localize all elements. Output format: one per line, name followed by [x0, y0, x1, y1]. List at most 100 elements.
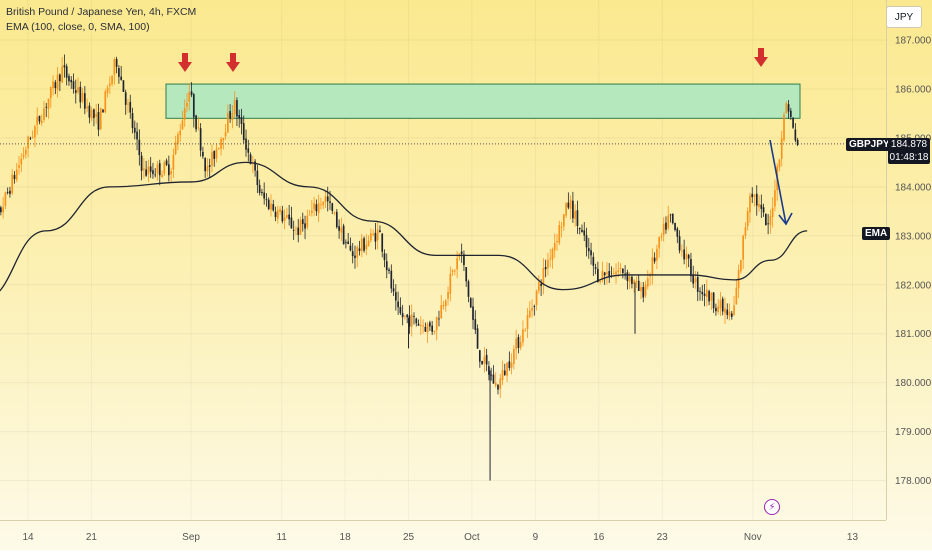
candle-body — [469, 298, 472, 308]
candle-body — [29, 138, 32, 140]
candle-body — [84, 93, 86, 109]
candle-body — [658, 237, 661, 249]
candle-body — [313, 203, 315, 210]
candle-body — [4, 192, 7, 207]
arrow-markers[interactable] — [178, 48, 793, 226]
candle-body — [444, 300, 447, 307]
candle-body — [133, 127, 136, 133]
candle-body — [308, 214, 311, 216]
candle-body — [124, 92, 127, 105]
candle-body — [410, 314, 413, 327]
indicator-legend[interactable]: EMA (100, close, 0, SMA, 100) — [6, 21, 150, 33]
candle-body — [106, 87, 109, 93]
candle-body — [326, 196, 329, 202]
time-tick-label: 14 — [22, 532, 34, 543]
candle-body — [274, 211, 277, 218]
candle-body — [143, 168, 145, 171]
candle-body — [392, 288, 395, 292]
ema-tag: EMA — [862, 227, 891, 240]
candle-body — [422, 325, 424, 327]
candle-body — [783, 114, 785, 141]
candle-body — [787, 104, 790, 112]
down-arrow-marker[interactable] — [182, 53, 188, 62]
candle-body — [690, 259, 692, 277]
candle-body — [152, 170, 154, 175]
candle-body — [197, 126, 200, 128]
candle-body — [660, 236, 663, 238]
candle-body — [99, 108, 102, 129]
candle-body — [192, 94, 195, 118]
candle-body — [612, 273, 615, 275]
candle-body — [113, 59, 116, 75]
down-arrow-marker[interactable] — [230, 53, 236, 62]
candle-body — [565, 203, 567, 216]
time-axis[interactable]: 1421Sep111825Oct91623Nov1320 — [0, 520, 922, 551]
candle-body — [601, 270, 604, 281]
price-chart[interactable] — [0, 0, 886, 520]
candle-body — [227, 112, 229, 133]
candle-body — [454, 270, 456, 272]
down-arrow-marker-head[interactable] — [178, 62, 192, 72]
candle-body — [619, 268, 622, 269]
time-tick-label: 18 — [340, 532, 352, 543]
candle-body — [358, 248, 361, 251]
candle-body — [746, 211, 749, 227]
time-tick-label: 21 — [86, 532, 98, 543]
candle-body — [494, 382, 497, 386]
candle-body — [108, 83, 111, 86]
candle-body — [755, 193, 758, 206]
candle-body — [370, 233, 372, 241]
candle-body — [796, 139, 799, 145]
candle-body — [478, 350, 481, 362]
down-arrow-marker[interactable] — [758, 48, 764, 57]
resistance-zone[interactable] — [165, 83, 801, 119]
down-arrow-marker-head[interactable] — [754, 57, 768, 67]
price-tick-label: 184.000 — [895, 182, 932, 193]
candle-body — [165, 160, 168, 165]
candle-body — [206, 166, 209, 172]
candle-body — [694, 278, 697, 283]
candle-body — [281, 210, 284, 222]
candle-body — [542, 267, 545, 286]
candle-body — [765, 213, 767, 226]
candle-body — [224, 132, 227, 137]
candle-body — [390, 270, 393, 289]
candle-body — [20, 158, 23, 165]
forecast-arrow[interactable] — [769, 139, 787, 225]
candle-body — [415, 318, 418, 324]
candle-body — [170, 171, 172, 175]
candle-body — [195, 115, 197, 130]
candle-body — [49, 86, 52, 99]
candle-body — [283, 217, 286, 221]
price-tick-label: 182.000 — [895, 280, 932, 291]
currency-button[interactable]: JPY — [886, 6, 922, 28]
candle-body — [472, 306, 474, 320]
candle-body — [442, 304, 445, 307]
candle-body — [456, 258, 458, 270]
candle-body — [547, 259, 549, 269]
candle-body — [653, 257, 656, 262]
ema-line — [0, 161, 808, 292]
candle-body — [72, 81, 75, 90]
candle-body — [56, 74, 59, 90]
candle-body — [249, 154, 252, 165]
lightning-icon[interactable]: ⚡ — [764, 499, 780, 515]
candle-body — [104, 91, 107, 113]
candle-body — [651, 257, 654, 275]
candle-body — [174, 142, 177, 155]
candle-body — [560, 226, 563, 228]
time-tick-label: Nov — [744, 532, 762, 543]
candle-body — [501, 370, 504, 381]
grid — [0, 0, 886, 520]
candle-body — [569, 199, 572, 209]
price-axis[interactable]: 187.000186.000185.000184.000183.000182.0… — [886, 0, 932, 520]
down-arrow-marker-head[interactable] — [226, 62, 240, 72]
candle-body — [186, 102, 188, 107]
candle-body — [590, 250, 592, 256]
candle-body — [374, 232, 377, 242]
candle-body — [229, 111, 231, 119]
candle-body — [426, 323, 429, 333]
candle-body — [317, 203, 320, 213]
forecast-arrow-head[interactable] — [778, 212, 793, 226]
